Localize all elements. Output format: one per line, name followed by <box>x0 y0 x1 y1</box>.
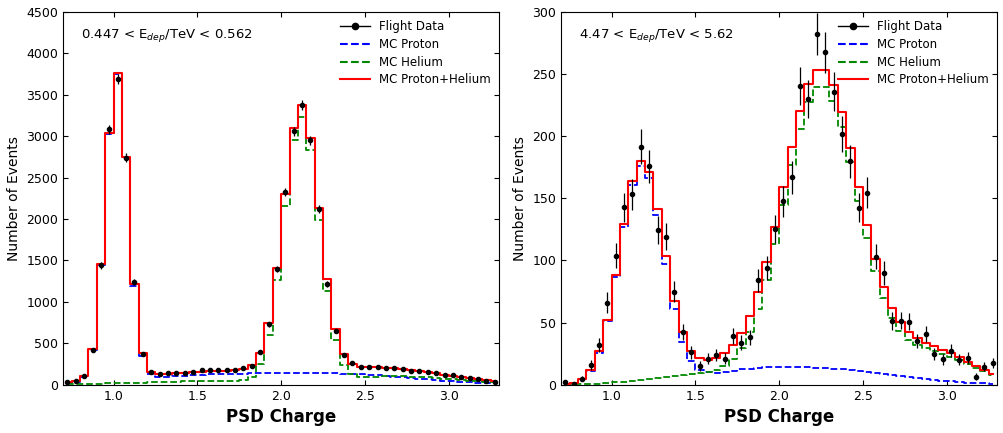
Y-axis label: Number of Events: Number of Events <box>513 136 527 261</box>
Legend: Flight Data, MC Proton, MC Helium, MC Proton+Helium: Flight Data, MC Proton, MC Helium, MC Pr… <box>335 16 495 91</box>
Text: 4.47 < E$_{dep}$/TeV < 5.62: 4.47 < E$_{dep}$/TeV < 5.62 <box>578 27 733 44</box>
X-axis label: PSD Charge: PSD Charge <box>723 408 833 426</box>
X-axis label: PSD Charge: PSD Charge <box>226 408 336 426</box>
Y-axis label: Number of Events: Number of Events <box>7 136 21 261</box>
Legend: Flight Data, MC Proton, MC Helium, MC Proton+Helium: Flight Data, MC Proton, MC Helium, MC Pr… <box>832 16 993 91</box>
Text: 0.447 < E$_{dep}$/TeV < 0.562: 0.447 < E$_{dep}$/TeV < 0.562 <box>80 27 252 44</box>
